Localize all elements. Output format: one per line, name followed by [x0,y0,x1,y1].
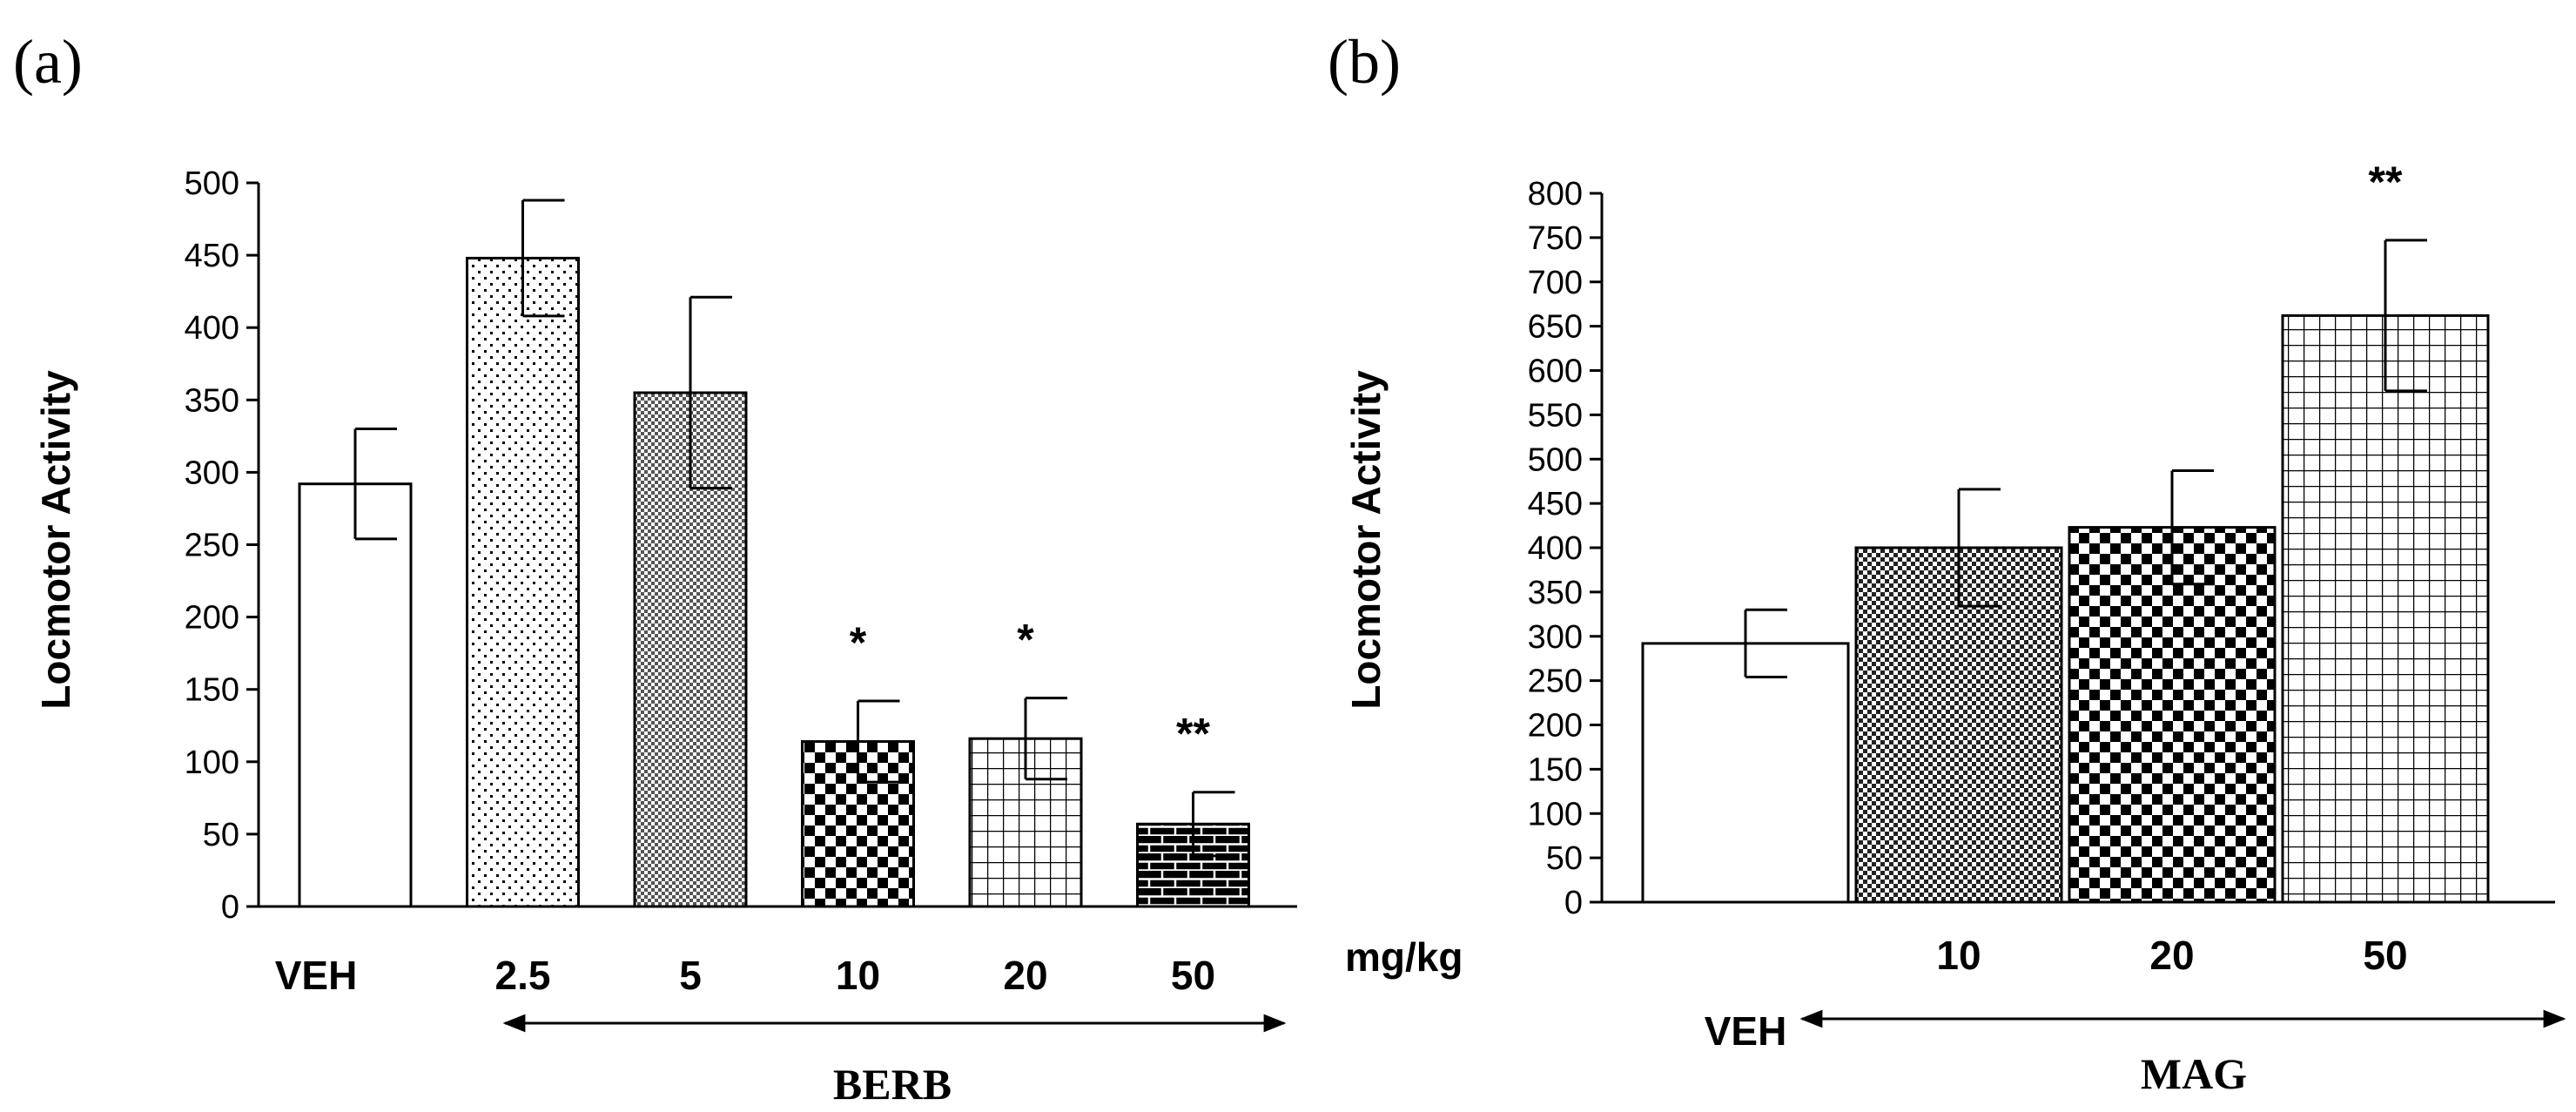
panel-b: (b) Locmotor Activity 0 50 100 150 200 250 300… [1328,27,2566,1098]
category-label: 10 [836,953,880,998]
y-tick-label: 500 [1528,441,1583,478]
y-tick-label: 0 [221,889,239,926]
y-tick-label: 500 [185,165,239,202]
panel-b-group-label: MAG [2141,1049,2247,1098]
y-tick-label: 400 [185,310,239,347]
y-tick-label: 350 [1528,575,1583,611]
y-tick-label: 800 [1528,176,1583,212]
y-tick-label: 650 [1528,309,1583,346]
y-tick-label: 0 [1564,885,1583,921]
y-tick-label: 750 [1528,220,1583,257]
category-label: 10 [1936,933,1981,978]
panel-a-y-ticks: 0 50 100 150 200 250 300 350 400 450 500 [185,165,259,926]
significance-marker: ** [1176,710,1210,758]
panel-b-unit-label: mg/kg [1345,934,1463,980]
significance-marker: ** [2369,158,2403,206]
panel-b-y-ticks: 0 50 100 150 200 250 300 350 400 450 500 550 600 650 7… [1528,176,1602,921]
category-label: 20 [1003,953,1047,998]
y-tick-label: 50 [1546,840,1583,877]
panel-a-group-label: BERB [833,1060,952,1109]
y-tick-label: 250 [1528,664,1583,700]
y-tick-label: 300 [185,455,239,491]
y-tick-label: 200 [185,600,239,637]
panel-a: (a) Locmotor Activity 0 50 100 150 200 250 300… [13,27,1297,1109]
bar-VEH [298,482,413,908]
y-tick-label: 450 [1528,486,1583,522]
y-tick-label: 450 [185,238,239,274]
panel-a-bars: * *** [298,199,1250,908]
panel-b-y-axis-title: Locmotor Activity [1343,370,1389,710]
y-tick-label: 150 [185,672,239,709]
panel-b-label: (b) [1328,27,1401,97]
y-tick-label: 250 [185,528,239,564]
significance-marker: * [1017,616,1034,664]
panel-a-category-labels: VEH 2.5 5 10 20 50 [275,953,1215,998]
y-tick-label: 200 [1528,708,1583,745]
category-label: 50 [1171,953,1215,998]
y-tick-label: 50 [203,817,239,853]
category-label: 50 [2363,933,2407,978]
bar-2-5 [466,256,580,908]
category-label: 20 [2149,933,2194,978]
y-tick-label: 700 [1528,265,1583,301]
panel-b-bars: ** [1641,158,2490,904]
y-tick-label: 550 [1528,397,1583,434]
category-label: VEH [1705,1008,1787,1054]
y-tick-label: 150 [1528,751,1583,788]
bar-20 [2068,526,2277,904]
panel-b-category-labels: VEH 10 20 50 [1705,933,2408,1054]
significance-marker: * [850,618,867,667]
y-tick-label: 600 [1528,354,1583,390]
panel-a-label: (a) [13,27,83,97]
y-tick-label: 300 [1528,619,1583,656]
category-label: 2.5 [495,953,551,998]
y-tick-label: 100 [185,745,239,781]
y-tick-label: 100 [1528,796,1583,832]
category-label: VEH [275,953,358,998]
panel-a-y-axis-title: Locmotor Activity [33,370,78,710]
category-label: 5 [679,953,702,998]
bar-50 [2281,313,2490,904]
y-tick-label: 350 [185,382,239,419]
bar-VEH [1641,642,1850,904]
y-tick-label: 400 [1528,530,1583,567]
